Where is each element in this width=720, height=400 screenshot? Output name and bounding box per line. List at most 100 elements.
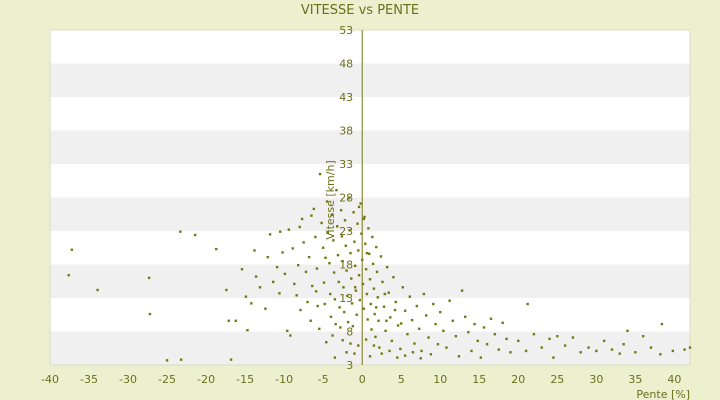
grid-band — [50, 331, 690, 365]
data-point — [354, 289, 358, 292]
data-point — [283, 272, 287, 276]
data-point — [323, 302, 326, 306]
data-point — [244, 295, 248, 298]
data-point — [482, 326, 486, 329]
data-point — [253, 249, 256, 252]
data-point — [272, 280, 275, 284]
y-tick-label: 8 — [346, 326, 353, 339]
data-point — [353, 286, 357, 289]
data-point — [300, 217, 304, 221]
data-point — [355, 313, 358, 316]
data-point — [427, 336, 430, 339]
x-tick-label: 35 — [628, 373, 642, 386]
x-tick-label: -10 — [275, 373, 293, 386]
data-point — [179, 358, 183, 361]
data-point — [457, 355, 461, 358]
data-point — [357, 205, 361, 209]
data-point — [375, 306, 378, 309]
y-axis-label: Vitesse [km/h] — [324, 160, 337, 240]
data-point — [479, 356, 483, 359]
data-point — [460, 289, 464, 292]
data-point — [347, 196, 351, 200]
x-tick-label: 0 — [359, 373, 366, 386]
data-point — [234, 319, 237, 322]
data-point — [148, 312, 152, 316]
x-tick-label: 30 — [589, 373, 603, 386]
data-point — [96, 288, 99, 292]
data-point — [281, 251, 284, 254]
data-point — [634, 351, 637, 354]
data-point — [299, 308, 302, 312]
data-point — [296, 263, 300, 267]
data-point — [295, 294, 298, 297]
data-point — [610, 348, 614, 351]
data-point — [683, 348, 686, 351]
data-point — [330, 213, 333, 217]
data-point — [325, 341, 328, 344]
y-tick-label: 38 — [339, 125, 353, 138]
data-point — [362, 307, 365, 310]
x-tick-label: -20 — [197, 373, 215, 386]
y-tick-label: 48 — [339, 58, 353, 71]
data-point — [309, 319, 312, 322]
data-point — [419, 357, 422, 360]
data-point — [343, 310, 346, 314]
data-point — [388, 349, 391, 353]
data-point — [352, 211, 355, 214]
data-point — [476, 339, 479, 343]
data-point — [382, 305, 386, 308]
x-tick-label: 15 — [472, 373, 486, 386]
data-point — [420, 349, 423, 353]
data-point — [509, 351, 512, 354]
data-point — [302, 241, 305, 244]
data-point — [377, 319, 380, 322]
data-point — [332, 271, 336, 274]
data-point — [258, 286, 262, 289]
data-point — [353, 352, 356, 355]
y-tick-label: 3 — [346, 359, 353, 372]
data-points — [67, 172, 692, 362]
data-point — [485, 343, 489, 346]
data-point — [264, 307, 267, 310]
data-point — [379, 255, 383, 258]
data-point — [70, 248, 74, 251]
data-point — [318, 172, 322, 176]
data-point — [470, 349, 473, 353]
data-point — [362, 217, 365, 221]
data-point — [571, 336, 575, 339]
data-point — [286, 329, 289, 333]
grid-band — [50, 264, 690, 298]
data-point — [266, 255, 269, 259]
grid-band — [50, 197, 690, 231]
data-point — [501, 321, 504, 324]
grid-band — [50, 164, 690, 198]
data-point — [316, 304, 319, 308]
data-point — [346, 294, 349, 298]
data-point — [341, 339, 344, 342]
data-point — [396, 324, 400, 327]
data-point — [311, 284, 314, 288]
data-point — [365, 292, 369, 296]
data-point — [659, 353, 662, 356]
x-tick-label: -35 — [80, 373, 98, 386]
data-point — [371, 235, 374, 239]
data-point — [179, 230, 182, 233]
data-point — [403, 354, 407, 357]
data-point — [357, 249, 360, 252]
data-point — [396, 356, 399, 359]
data-point — [67, 274, 70, 277]
data-point — [563, 344, 567, 347]
data-point — [321, 246, 325, 249]
data-point — [493, 332, 497, 336]
data-point — [368, 252, 371, 255]
data-point — [489, 317, 493, 320]
data-point — [229, 358, 233, 361]
data-point — [289, 334, 292, 337]
data-point — [467, 330, 470, 334]
data-point — [361, 282, 365, 286]
data-point — [424, 314, 428, 317]
data-point — [389, 316, 392, 319]
data-point — [360, 232, 363, 235]
